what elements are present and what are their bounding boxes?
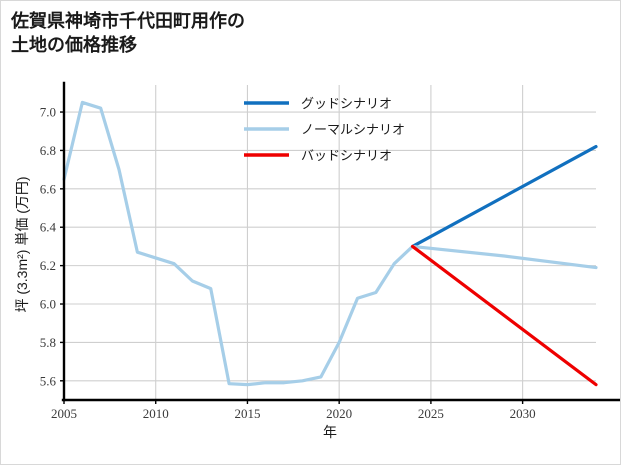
x-tick-label: 2025 bbox=[418, 406, 444, 421]
legend-label-2: バッドシナリオ bbox=[301, 148, 392, 163]
y-tick-label: 6.4 bbox=[40, 220, 57, 235]
y-axis-title: 坪 (3.3m²) 単価 (万円) bbox=[14, 176, 30, 312]
series-line-bad bbox=[410, 244, 598, 387]
x-tick-label: 2010 bbox=[143, 406, 169, 421]
legend-label-0: グッドシナリオ bbox=[301, 96, 392, 111]
y-tick-label: 5.6 bbox=[40, 373, 57, 388]
series-line-good bbox=[410, 144, 598, 249]
legend-label-1: ノーマルシナリオ bbox=[301, 122, 405, 137]
x-axis-title: 年 bbox=[323, 424, 337, 440]
y-tick-label: 6.0 bbox=[40, 297, 56, 312]
y-tick-label: 6.6 bbox=[40, 181, 57, 196]
x-tick-label: 2015 bbox=[234, 406, 260, 421]
x-tick-label: 2005 bbox=[51, 406, 77, 421]
page-title: 佐賀県神埼市千代田町用作の 土地の価格推移 bbox=[11, 11, 245, 56]
y-tick-label: 5.8 bbox=[40, 335, 56, 350]
y-tick-label: 6.8 bbox=[40, 143, 56, 158]
x-tick-label: 2020 bbox=[326, 406, 352, 421]
series-line-normal bbox=[62, 100, 598, 387]
y-tick-label: 7.0 bbox=[40, 105, 56, 120]
x-tick-label: 2030 bbox=[510, 406, 536, 421]
y-tick-label: 6.2 bbox=[40, 258, 56, 273]
